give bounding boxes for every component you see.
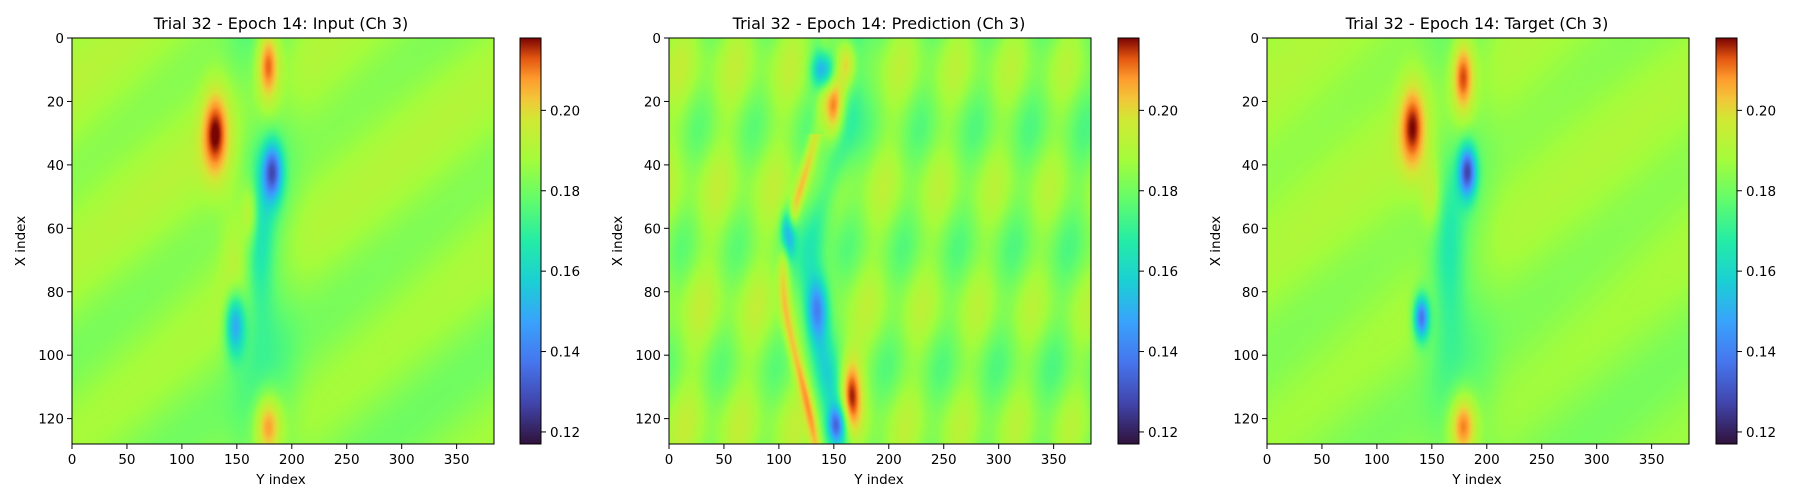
x-tick-label: 0: [665, 452, 674, 468]
panel-input: Trial 32 - Epoch 14: Input (Ch 3) 0 50 100…: [13, 14, 580, 488]
x-tick-label: 250: [931, 452, 957, 468]
y-tick-label: 20: [644, 94, 661, 110]
heatmap-image: [669, 38, 1091, 444]
panel-target: Trial 32 - Epoch 14: Target (Ch 3) 0 50 10…: [1208, 14, 1776, 488]
colorbar-tick-label: 0.16: [1746, 264, 1776, 280]
heatmap-canvas-holder: [72, 38, 494, 444]
colorbar: [1715, 37, 1738, 445]
x-tick-label: 150: [821, 452, 847, 468]
panel-title: Trial 32 - Epoch 14: Target (Ch 3): [1345, 14, 1609, 33]
x-axis-label: Y index: [853, 472, 903, 488]
x-tick-label: 50: [1313, 452, 1330, 468]
x-tick-label: 200: [279, 452, 305, 468]
axes-frame: [71, 37, 495, 445]
x-tick-label: 350: [1639, 452, 1665, 468]
y-tick-label: 0: [652, 31, 661, 47]
panel-title: Trial 32 - Epoch 14: Input (Ch 3): [153, 14, 409, 33]
x-tick-label: 200: [1474, 452, 1500, 468]
x-tick-label: 50: [118, 452, 135, 468]
colorbar-tick-label: 0.12: [550, 425, 580, 441]
colorbar-tick-label: 0.16: [550, 264, 580, 280]
y-axis-label: X index: [1208, 216, 1224, 266]
colorbar-tick-label: 0.16: [1148, 264, 1178, 280]
x-tick-label: 250: [1529, 452, 1555, 468]
panel-prediction: Trial 32 - Epoch 14: Prediction (Ch 3) 0…: [610, 14, 1178, 488]
heatmap-image: [72, 38, 494, 444]
x-axis-label: Y index: [1451, 472, 1501, 488]
y-tick-label: 100: [635, 348, 661, 364]
y-tick-label: 80: [644, 285, 661, 301]
y-tick-label: 120: [38, 412, 64, 428]
axes-frame: [668, 37, 1092, 445]
y-tick-label: 20: [1242, 94, 1259, 110]
y-tick-label: 100: [1233, 348, 1259, 364]
y-tick-label: 0: [55, 31, 64, 47]
y-tick-label: 60: [644, 221, 661, 237]
y-tick-label: 0: [1250, 31, 1259, 47]
x-tick-label: 100: [169, 452, 195, 468]
y-axis-label: X index: [13, 216, 29, 266]
colorbar-tick-label: 0.20: [550, 103, 580, 119]
x-tick-label: 350: [444, 452, 470, 468]
x-tick-label: 0: [1263, 452, 1272, 468]
y-axis-label: X index: [610, 216, 626, 266]
x-tick-label: 150: [224, 452, 250, 468]
colorbar-tick-label: 0.18: [1746, 184, 1776, 200]
x-tick-label: 100: [766, 452, 792, 468]
y-tick-label: 80: [1242, 285, 1259, 301]
y-tick-label: 120: [1233, 412, 1259, 428]
y-tick-label: 40: [1242, 158, 1259, 174]
heatmap-canvas-holder: [669, 38, 1091, 444]
heatmap-image: [1267, 38, 1689, 444]
x-tick-label: 100: [1364, 452, 1390, 468]
x-tick-label: 300: [986, 452, 1012, 468]
colorbar-tick-label: 0.12: [1746, 425, 1776, 441]
x-tick-label: 150: [1419, 452, 1445, 468]
axes-frame: [1266, 37, 1690, 445]
colorbar-tick-label: 0.20: [1148, 103, 1178, 119]
colorbar: [519, 37, 542, 445]
x-tick-label: 300: [389, 452, 415, 468]
heatmap-canvas-holder: [1267, 38, 1689, 444]
y-tick-label: 40: [644, 158, 661, 174]
colorbar-tick-label: 0.20: [1746, 103, 1776, 119]
panel-title: Trial 32 - Epoch 14: Prediction (Ch 3): [732, 14, 1026, 33]
x-tick-label: 50: [715, 452, 732, 468]
y-tick-label: 100: [38, 348, 64, 364]
colorbar-tick-label: 0.14: [1746, 345, 1776, 361]
colorbar-tick-label: 0.18: [1148, 184, 1178, 200]
colorbar-tick-label: 0.12: [1148, 425, 1178, 441]
colorbar-tick-label: 0.18: [550, 184, 580, 200]
colorbar: [1117, 37, 1140, 445]
x-tick-label: 0: [68, 452, 77, 468]
y-tick-label: 60: [1242, 221, 1259, 237]
colorbar-tick-label: 0.14: [1148, 345, 1178, 361]
x-tick-label: 250: [334, 452, 360, 468]
x-tick-label: 300: [1584, 452, 1610, 468]
x-tick-label: 200: [876, 452, 902, 468]
y-tick-label: 20: [47, 94, 64, 110]
y-tick-label: 40: [47, 158, 64, 174]
x-axis-label: Y index: [255, 472, 305, 488]
colorbar-tick-label: 0.14: [550, 345, 580, 361]
y-tick-label: 80: [47, 285, 64, 301]
x-tick-label: 350: [1041, 452, 1067, 468]
y-tick-label: 60: [47, 221, 64, 237]
y-tick-label: 120: [635, 412, 661, 428]
